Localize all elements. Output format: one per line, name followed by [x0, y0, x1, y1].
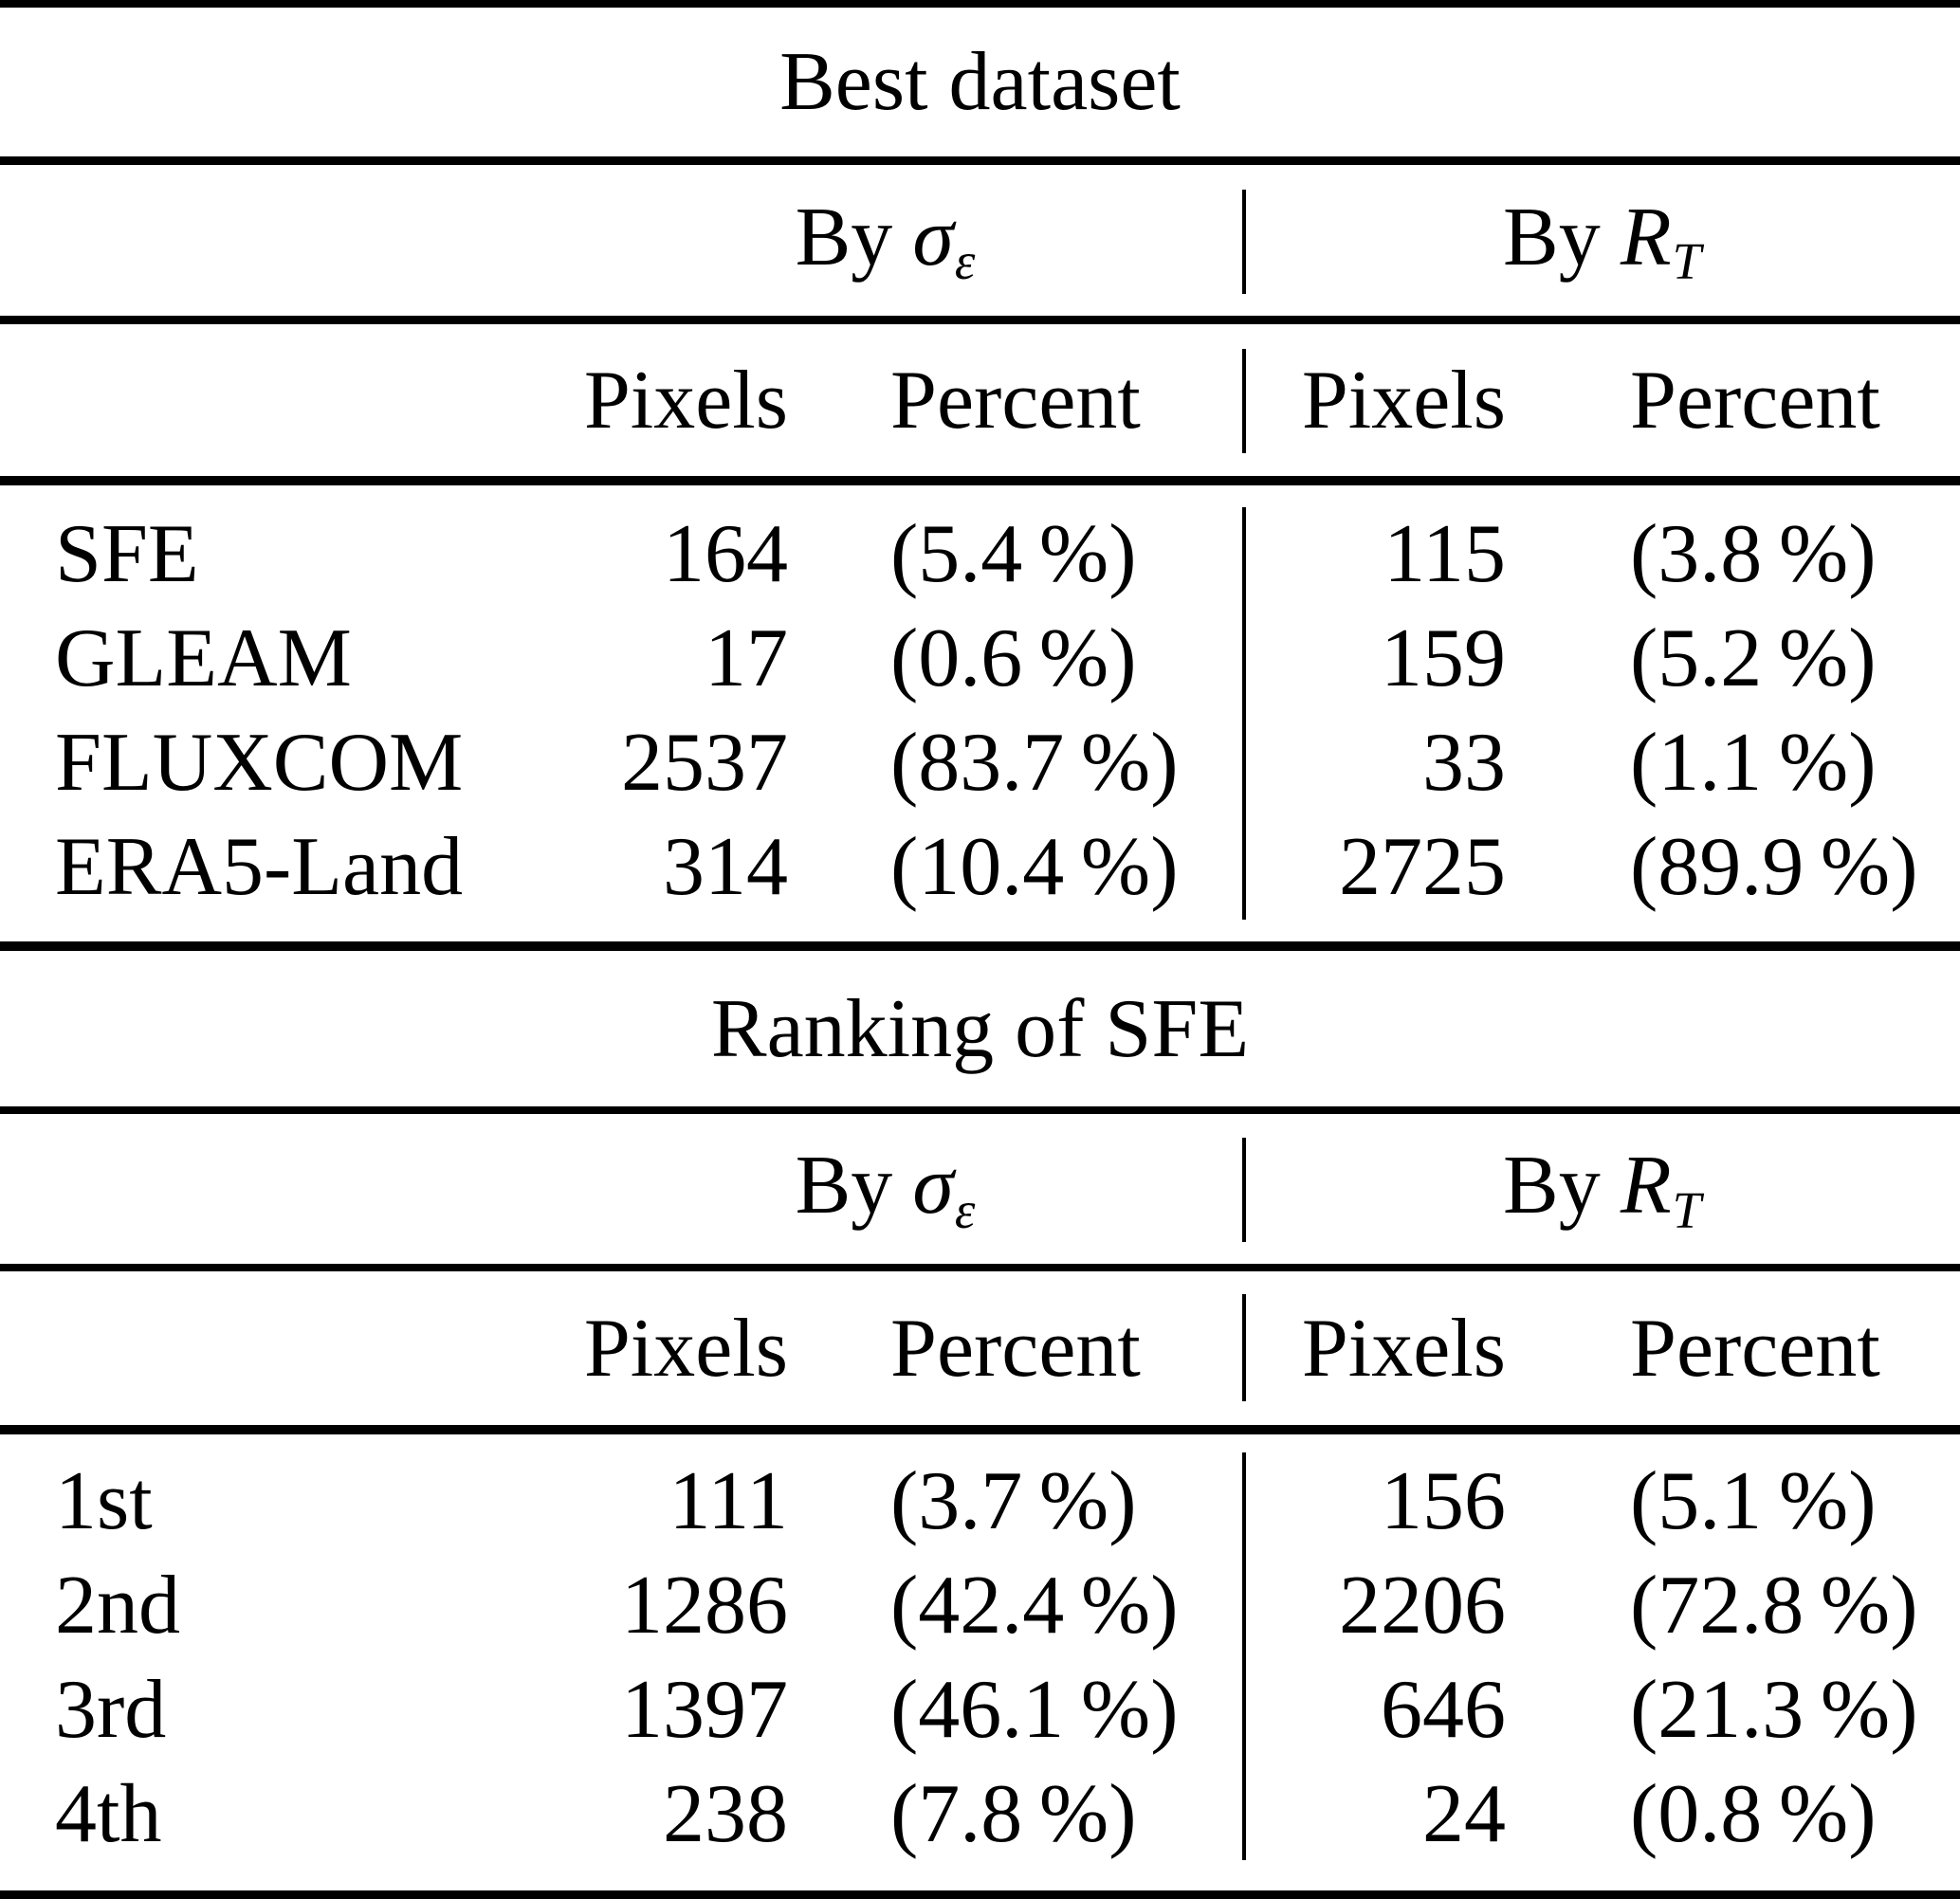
- pixels-value: 115: [1383, 507, 1506, 600]
- column-header-row: Pixels Percent Pixels Percent: [0, 1271, 1960, 1425]
- row-label: SFE: [55, 507, 199, 600]
- table-row: SFE 164 (5.4 %) 115 (3.8 %): [0, 502, 1960, 606]
- vertical-divider: [1242, 190, 1246, 294]
- pixels-value: 1397: [621, 1663, 788, 1756]
- percent-value: (21.3 %): [1630, 1663, 1918, 1756]
- horizontal-rule: [0, 316, 1960, 324]
- pixels-value: 2537: [621, 716, 788, 809]
- epsilon-subscript: ε: [954, 232, 976, 291]
- row-label: 1st: [55, 1454, 153, 1547]
- pixels-value: 1286: [621, 1559, 788, 1652]
- row-label: FLUXCOM: [55, 716, 464, 809]
- group-header-by: By: [1503, 1140, 1601, 1233]
- vertical-divider: [1242, 1138, 1246, 1242]
- percent-value: (72.8 %): [1630, 1559, 1918, 1652]
- percent-value: (5.1 %): [1630, 1454, 1877, 1547]
- table-row: ERA5-Land 314 (10.4 %) 2725 (89.9 %): [0, 814, 1960, 919]
- data-rows-ranking: 1st 111 (3.7 %) 156 (5.1 %) 2nd 1286 (42…: [0, 1434, 1960, 1890]
- vertical-divider: [1242, 507, 1246, 920]
- epsilon-subscript: ε: [954, 1180, 976, 1239]
- group-header-by: By: [1503, 191, 1601, 283]
- horizontal-rule: [0, 156, 1960, 165]
- table-row: 3rd 1397 (46.1 %) 646 (21.3 %): [0, 1657, 1960, 1762]
- row-label: 2nd: [55, 1559, 180, 1652]
- section-title: Ranking of SFE: [710, 982, 1250, 1075]
- row-label: 4th: [55, 1767, 162, 1860]
- percent-value: (3.7 %): [890, 1454, 1137, 1547]
- pixels-value: 2725: [1339, 820, 1506, 913]
- column-header-row: Pixels Percent Pixels Percent: [0, 324, 1960, 476]
- vertical-divider: [1242, 1452, 1246, 1860]
- pixels-value: 159: [1381, 612, 1506, 704]
- column-header-percent: Percent: [890, 354, 1141, 447]
- percent-value: (83.7 %): [890, 716, 1179, 809]
- percent-value: (42.4 %): [890, 1559, 1179, 1652]
- sigma-symbol: σ: [912, 1140, 954, 1233]
- pixels-value: 646: [1381, 1663, 1506, 1756]
- column-header-pixels: Pixels: [583, 1302, 788, 1395]
- group-header-by: By: [795, 1140, 893, 1233]
- group-header-sigma: By σε: [526, 190, 1244, 291]
- row-label: GLEAM: [55, 612, 352, 704]
- percent-value: (1.1 %): [1630, 716, 1877, 809]
- table-row: 1st 111 (3.7 %) 156 (5.1 %): [0, 1449, 1960, 1553]
- row-label: 3rd: [55, 1663, 167, 1756]
- horizontal-rule: [0, 476, 1960, 485]
- t-subscript: T: [1672, 1180, 1701, 1239]
- percent-value: (89.9 %): [1630, 820, 1918, 913]
- pixels-value: 314: [663, 820, 788, 913]
- pixels-value: 238: [663, 1767, 788, 1860]
- group-header-rt: By RT: [1244, 1138, 1960, 1239]
- percent-value: (0.6 %): [890, 612, 1137, 704]
- table-row: 2nd 1286 (42.4 %) 2206 (72.8 %): [0, 1553, 1960, 1657]
- group-header-sigma: By σε: [526, 1138, 1244, 1239]
- r-symbol: R: [1620, 1140, 1672, 1233]
- group-header-by: By: [795, 191, 893, 283]
- group-header-row: By σε By RT: [0, 1114, 1960, 1264]
- percent-value: (3.8 %): [1630, 507, 1877, 600]
- column-header-percent: Percent: [1630, 1302, 1880, 1395]
- percent-value: (5.2 %): [1630, 612, 1877, 704]
- percent-value: (7.8 %): [890, 1767, 1137, 1860]
- pixels-value: 17: [705, 612, 788, 704]
- data-rows-best-dataset: SFE 164 (5.4 %) 115 (3.8 %) GLEAM 17 (0.…: [0, 485, 1960, 941]
- table-row: GLEAM 17 (0.6 %) 159 (5.2 %): [0, 606, 1960, 710]
- vertical-divider: [1242, 1294, 1246, 1401]
- horizontal-rule: [0, 1264, 1960, 1271]
- percent-value: (10.4 %): [890, 820, 1179, 913]
- horizontal-rule: [0, 1425, 1960, 1434]
- pixels-value: 2206: [1339, 1559, 1506, 1652]
- column-header-pixels: Pixels: [1301, 1302, 1506, 1395]
- horizontal-rule: [0, 1106, 1960, 1114]
- column-header-pixels: Pixels: [1301, 354, 1506, 447]
- horizontal-rule-bottom: [0, 1890, 1960, 1899]
- table-row: 4th 238 (7.8 %) 24 (0.8 %): [0, 1762, 1960, 1866]
- pixels-value: 33: [1422, 716, 1506, 809]
- table-row: FLUXCOM 2537 (83.7 %) 33 (1.1 %): [0, 710, 1960, 814]
- percent-value: (5.4 %): [890, 507, 1137, 600]
- percent-value: (46.1 %): [890, 1663, 1179, 1756]
- pixels-value: 111: [669, 1454, 788, 1547]
- pixels-value: 24: [1422, 1767, 1506, 1860]
- column-header-percent: Percent: [890, 1302, 1141, 1395]
- group-header-row: By σε By RT: [0, 165, 1960, 316]
- row-label: ERA5-Land: [55, 820, 464, 913]
- section-header: Ranking of SFE: [0, 951, 1960, 1106]
- section-title: Best dataset: [779, 36, 1181, 128]
- horizontal-rule-top: [0, 0, 1960, 8]
- vertical-divider: [1242, 349, 1246, 453]
- section-header: Best dataset: [0, 8, 1960, 156]
- horizontal-rule: [0, 941, 1960, 951]
- r-symbol: R: [1620, 191, 1672, 283]
- pixels-value: 156: [1381, 1454, 1506, 1547]
- column-header-pixels: Pixels: [583, 354, 788, 447]
- group-header-rt: By RT: [1244, 190, 1960, 291]
- pixels-value: 164: [663, 507, 788, 600]
- t-subscript: T: [1672, 232, 1701, 291]
- sigma-symbol: σ: [912, 191, 954, 283]
- column-header-percent: Percent: [1630, 354, 1880, 447]
- percent-value: (0.8 %): [1630, 1767, 1877, 1860]
